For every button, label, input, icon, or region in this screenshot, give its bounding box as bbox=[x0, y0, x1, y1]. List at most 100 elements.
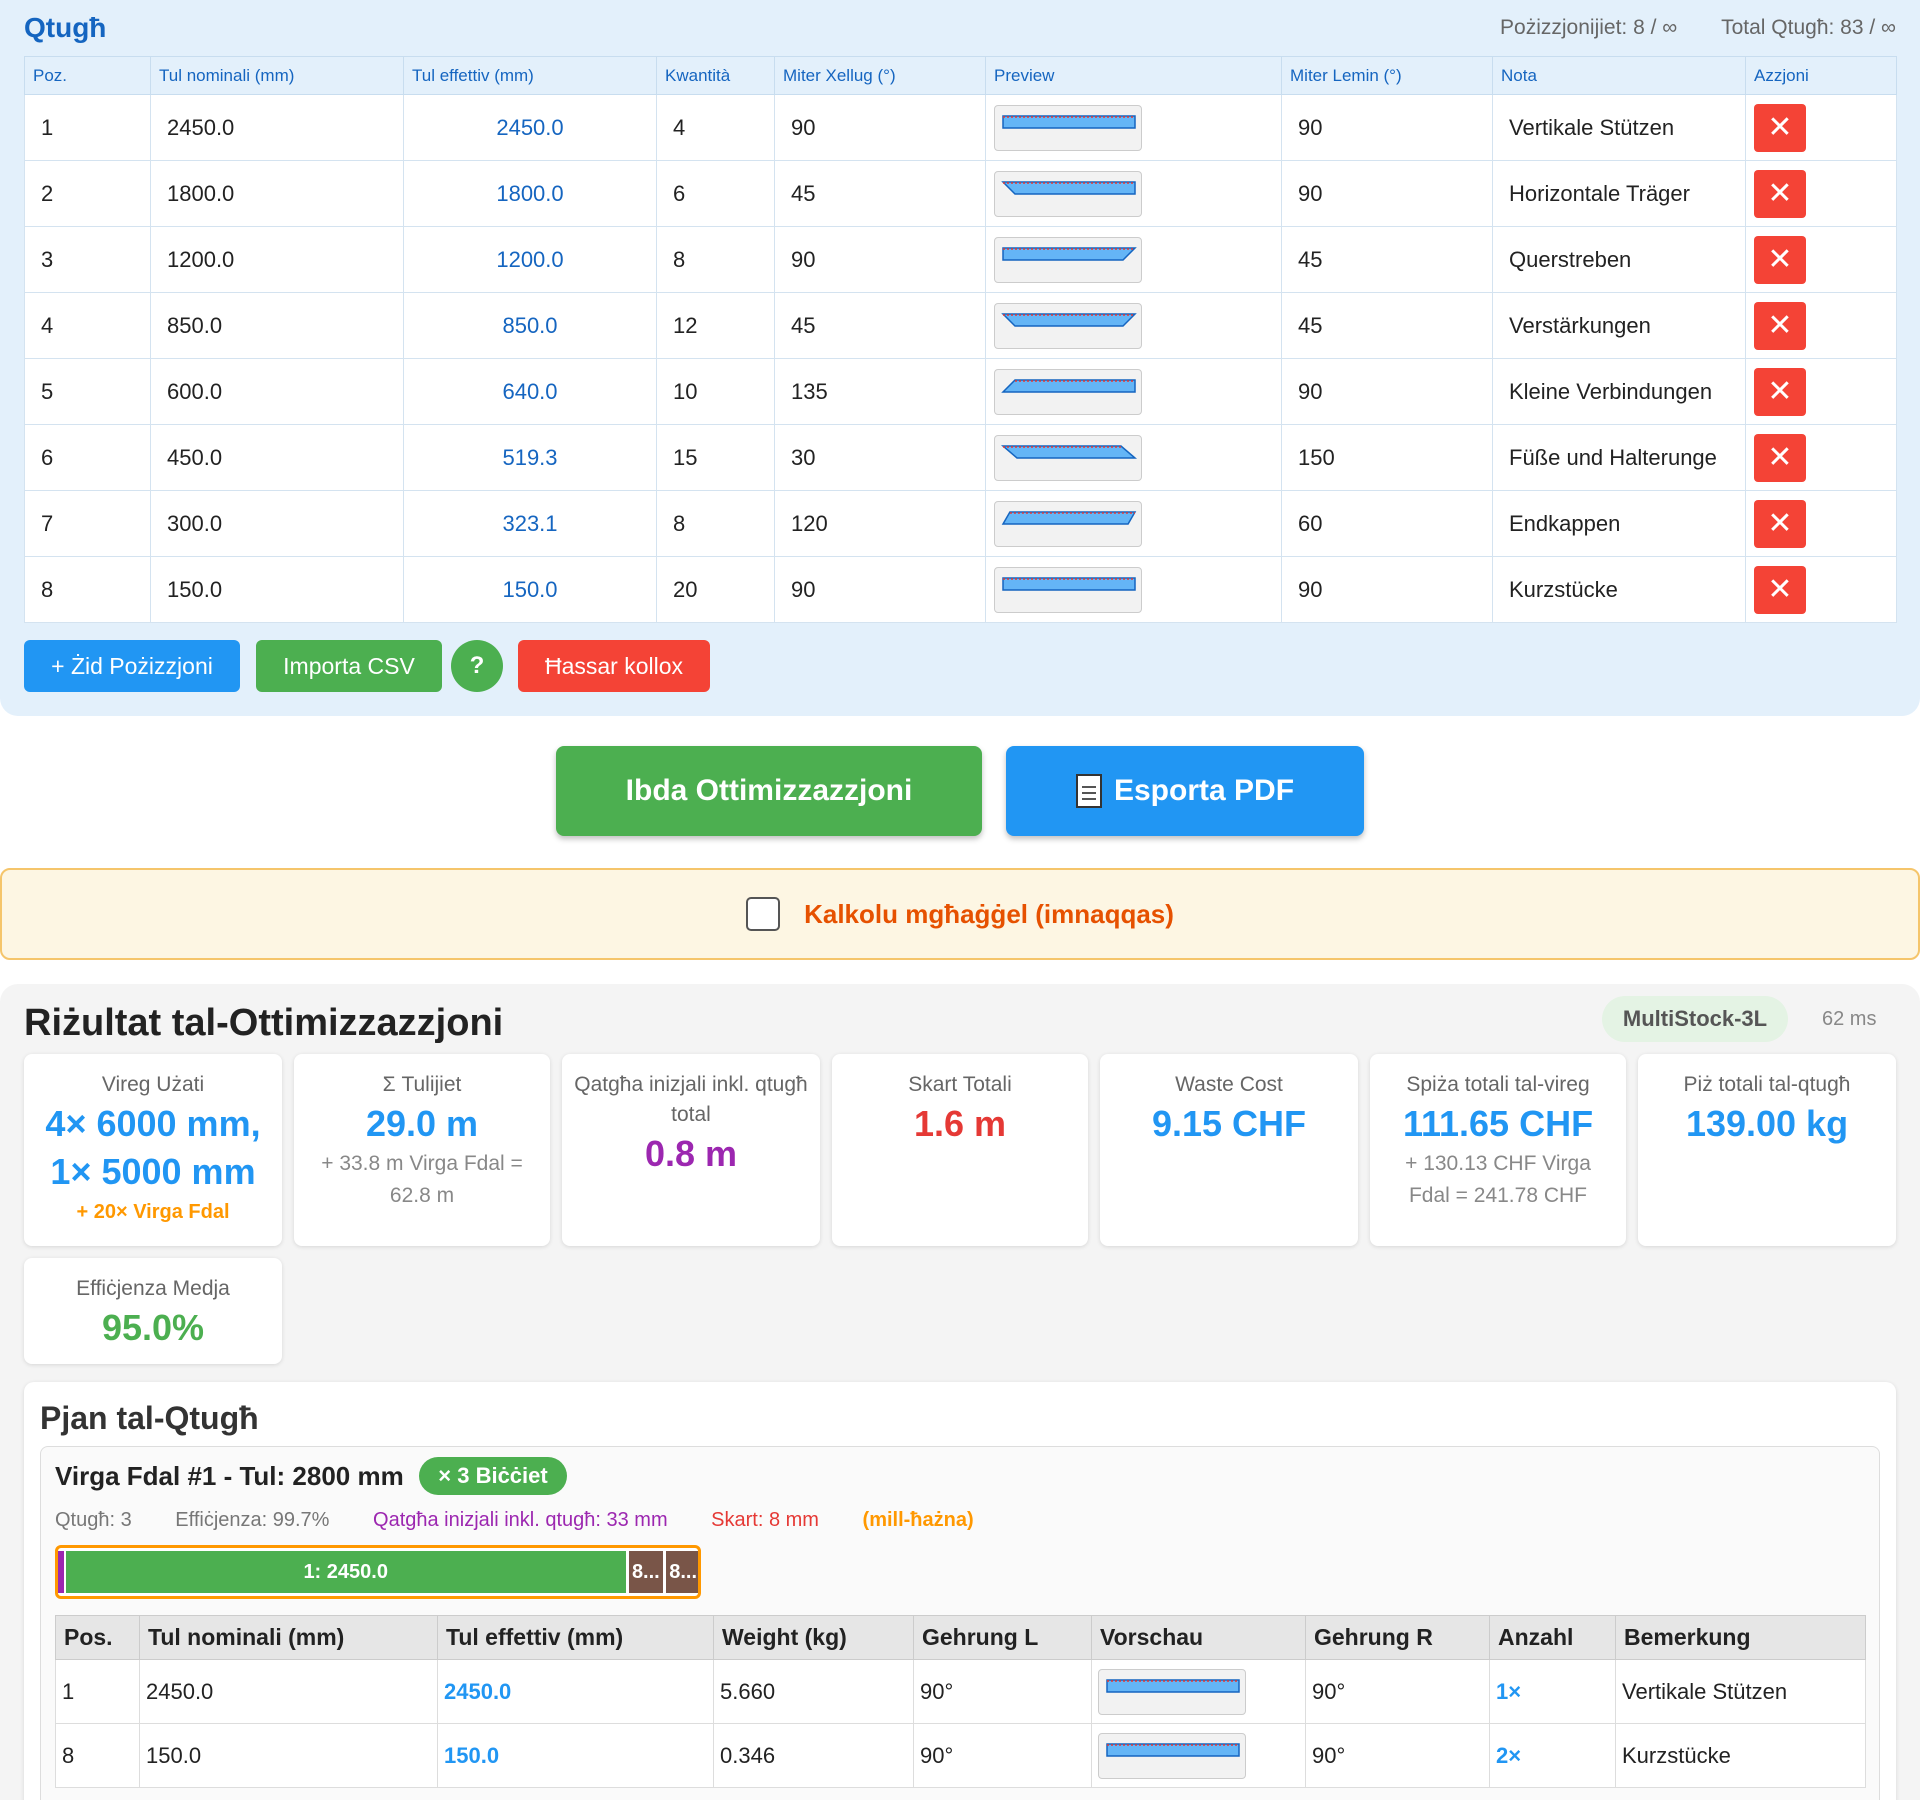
quick-calc-checkbox[interactable] bbox=[746, 897, 781, 931]
nominal-length-input[interactable]: 850.0 bbox=[150, 292, 404, 359]
position-cell: 1 bbox=[55, 1659, 140, 1724]
miter-left-input[interactable]: 90 bbox=[774, 94, 986, 161]
quantity-input[interactable]: 8 bbox=[656, 226, 775, 293]
preview-box bbox=[994, 566, 1142, 613]
clear-all-button[interactable]: Ħassar kollox bbox=[518, 640, 710, 692]
quantity-input[interactable]: 20 bbox=[656, 556, 775, 623]
miter-left-input[interactable]: 90 bbox=[774, 556, 986, 623]
miter-right-input[interactable]: 90 bbox=[1281, 556, 1493, 623]
help-button[interactable]: ? bbox=[451, 640, 503, 692]
quantity-input[interactable]: 12 bbox=[656, 292, 775, 359]
nominal-length-input[interactable]: 150.0 bbox=[150, 556, 404, 623]
delete-row-button[interactable]: ✕ bbox=[1754, 565, 1806, 614]
miter-right-input[interactable]: 90 bbox=[1281, 94, 1493, 161]
nominal-length-input[interactable]: 1200.0 bbox=[150, 226, 404, 293]
positions-count: Pożizzjonijiet: 8 / ∞ bbox=[1500, 16, 1678, 39]
cut-piece-segment: 8... bbox=[628, 1551, 663, 1593]
column-header: Tul effettiv (mm) bbox=[403, 56, 657, 95]
delete-row-button[interactable]: ✕ bbox=[1754, 169, 1806, 218]
card-label: Waste Cost bbox=[1175, 1073, 1283, 1096]
note-input[interactable]: Verstärkungen bbox=[1492, 292, 1746, 359]
nominal-length-input[interactable]: 600.0 bbox=[150, 358, 404, 425]
delete-row-button[interactable]: ✕ bbox=[1754, 301, 1806, 350]
note-input[interactable]: Horizontale Träger bbox=[1492, 160, 1746, 227]
table-row: 4 850.0 850.0 12 45 45 Verstärkungen ✕ bbox=[24, 292, 1897, 359]
start-optimization-button[interactable]: Ibda Ottimizzazzjoni bbox=[556, 746, 982, 836]
position-cell: 7 bbox=[24, 490, 151, 557]
card-bars-used: Vireg Użati 4× 6000 mm, 1× 5000 mm + 20×… bbox=[24, 1054, 282, 1246]
miter-left-input[interactable]: 90 bbox=[774, 226, 986, 293]
actions-cell: ✕ bbox=[1745, 490, 1897, 557]
quantity-input[interactable]: 15 bbox=[656, 424, 775, 491]
cuts-table-header: Poz. Tul nominali (mm) Tul effettiv (mm) Kw… bbox=[24, 56, 1897, 95]
cut-piece-segment: 8... bbox=[666, 1551, 698, 1593]
nominal-length-input[interactable]: 1800.0 bbox=[150, 160, 404, 227]
position-cell: 8 bbox=[24, 556, 151, 623]
miter-right-input[interactable]: 60 bbox=[1281, 490, 1493, 557]
note-input[interactable]: Kleine Verbindungen bbox=[1492, 358, 1746, 425]
miter-right-input[interactable]: 45 bbox=[1281, 292, 1493, 359]
results-title: Riżultat tal-Ottimizzazzjoni bbox=[24, 1002, 504, 1044]
column-header: Poz. bbox=[24, 56, 151, 95]
miter-left-input[interactable]: 45 bbox=[774, 160, 986, 227]
export-pdf-button[interactable]: Esporta PDF bbox=[1006, 746, 1364, 836]
close-icon: ✕ bbox=[1767, 309, 1793, 342]
weight-cell: 5.660 bbox=[713, 1659, 914, 1724]
cuts-table: Poz. Tul nominali (mm) Tul effettiv (mm) Kw… bbox=[24, 56, 1897, 623]
quantity-input[interactable]: 6 bbox=[656, 160, 775, 227]
miter-left-input[interactable]: 135 bbox=[774, 358, 986, 425]
column-header: Weight (kg) bbox=[713, 1615, 914, 1660]
column-header: Azzjoni bbox=[1745, 56, 1897, 95]
close-icon: ✕ bbox=[1767, 243, 1793, 276]
nominal-length-input[interactable]: 450.0 bbox=[150, 424, 404, 491]
cuts-panel: Qtugħ Pożizzjonijiet: 8 / ∞ Total Qtugħ:… bbox=[0, 0, 1920, 716]
preview-cell bbox=[985, 490, 1282, 557]
bar-title: Virga Fdal #1 - Tul: 2800 mm bbox=[55, 1461, 404, 1491]
miter-left-input[interactable]: 30 bbox=[774, 424, 986, 491]
preview-box bbox=[994, 500, 1142, 547]
delete-row-button[interactable]: ✕ bbox=[1754, 499, 1806, 548]
quick-calc-label[interactable]: Kalkolu mgħaġġel (imnaqqas) bbox=[804, 898, 1174, 929]
miter-right-input[interactable]: 45 bbox=[1281, 226, 1493, 293]
column-header: Gehrung L bbox=[913, 1615, 1092, 1660]
efficiency-meta: Effiċjenza: 99.7% bbox=[175, 1509, 330, 1531]
miter-right-input[interactable]: 90 bbox=[1281, 358, 1493, 425]
miter-right-cell: 90° bbox=[1305, 1659, 1490, 1724]
miter-left-input[interactable]: 120 bbox=[774, 490, 986, 557]
total-cuts-count: Total Qtugħ: 83 / ∞ bbox=[1721, 16, 1896, 39]
card-label: Σ Tulijiet bbox=[382, 1073, 462, 1096]
note-input[interactable]: Kurzstücke bbox=[1492, 556, 1746, 623]
count-cell: 1× bbox=[1489, 1659, 1616, 1724]
nominal-length-input[interactable]: 300.0 bbox=[150, 490, 404, 557]
note-input[interactable]: Endkappen bbox=[1492, 490, 1746, 557]
add-position-button[interactable]: + Żid Pożizzjoni bbox=[24, 640, 240, 692]
delete-row-button[interactable]: ✕ bbox=[1754, 103, 1806, 152]
miter-right-input[interactable]: 90 bbox=[1281, 160, 1493, 227]
quantity-input[interactable]: 4 bbox=[656, 94, 775, 161]
column-header: Miter Xellug (°) bbox=[774, 56, 986, 95]
delete-row-button[interactable]: ✕ bbox=[1754, 433, 1806, 482]
miter-right-input[interactable]: 150 bbox=[1281, 424, 1493, 491]
miter-right-cell: 90° bbox=[1305, 1723, 1490, 1788]
import-csv-button[interactable]: Importa CSV bbox=[256, 640, 442, 692]
note-input[interactable]: Vertikale Stützen bbox=[1492, 94, 1746, 161]
card-label: Spiża totali tal-vireg bbox=[1406, 1073, 1590, 1096]
card-bar-cost: Spiża totali tal-vireg 111.65 CHF + 130.… bbox=[1370, 1054, 1626, 1246]
column-header: Tul effettiv (mm) bbox=[437, 1615, 714, 1660]
bar-card: Virga Fdal #1 - Tul: 2800 mm × 3 Biċċiet… bbox=[40, 1446, 1880, 1800]
profile-preview-icon bbox=[1106, 1742, 1240, 1757]
miter-left-input[interactable]: 45 bbox=[774, 292, 986, 359]
note-input[interactable]: Füße und Halterunge bbox=[1492, 424, 1746, 491]
preview-cell bbox=[1091, 1659, 1306, 1724]
profile-preview-icon bbox=[1106, 1678, 1240, 1693]
effective-length-cell: 150.0 bbox=[437, 1723, 714, 1788]
quantity-input[interactable]: 10 bbox=[656, 358, 775, 425]
delete-row-button[interactable]: ✕ bbox=[1754, 235, 1806, 284]
delete-row-button[interactable]: ✕ bbox=[1754, 367, 1806, 416]
count-cell: 2× bbox=[1489, 1723, 1616, 1788]
quantity-input[interactable]: 8 bbox=[656, 490, 775, 557]
bar-meta: Qtugħ: 3 Effiċjenza: 99.7% Qatgħa inizja… bbox=[55, 1509, 1012, 1532]
nominal-length-input[interactable]: 2450.0 bbox=[150, 94, 404, 161]
preview-cell bbox=[1091, 1723, 1306, 1788]
note-input[interactable]: Querstreben bbox=[1492, 226, 1746, 293]
